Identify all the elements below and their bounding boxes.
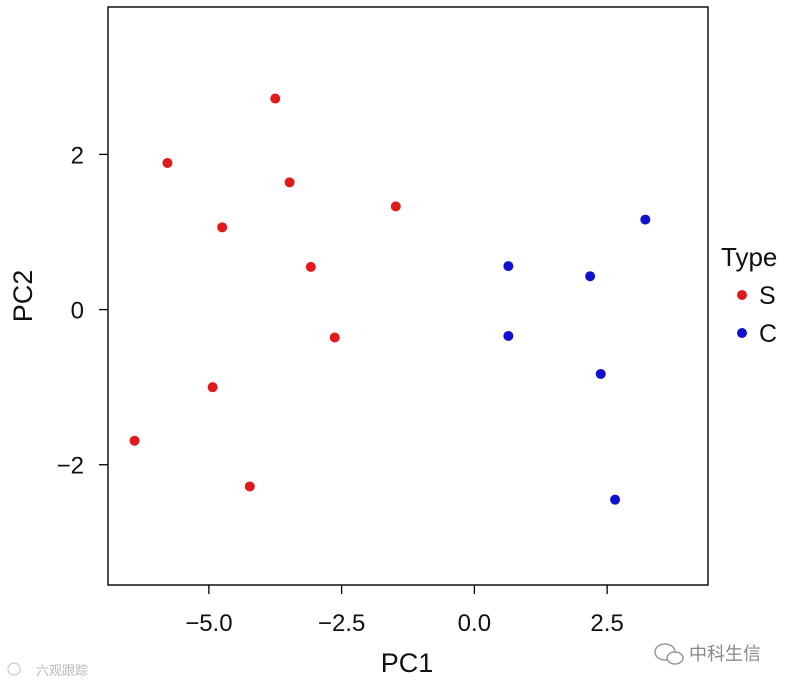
data-point-s [162, 157, 173, 168]
watermark-left: 六观跟踪 [7, 662, 88, 679]
x-axis-title: PC1 [381, 648, 434, 678]
data-point-s [329, 332, 340, 343]
chat-bubble-icon [654, 643, 684, 665]
legend-key-c [737, 328, 747, 338]
data-point-c [585, 271, 596, 282]
data-point-c [595, 368, 606, 379]
data-point-s [207, 382, 218, 393]
y-axis: −2 0 2 [57, 142, 108, 480]
legend: Type S C [721, 242, 777, 348]
data-point-s [129, 435, 140, 446]
data-point-s [270, 93, 281, 104]
x-tick-label: 2.5 [590, 610, 623, 637]
legend-label-c: C [759, 320, 777, 348]
data-point-c [640, 214, 651, 225]
x-axis: −5.0 −2.5 0.0 2.5 [185, 585, 624, 637]
watermark-left-text: 六观跟踪 [36, 664, 88, 679]
plot-panel-border [107, 6, 709, 586]
data-point-c [503, 330, 514, 341]
legend-title: Type [721, 242, 777, 272]
data-point-s [244, 481, 255, 492]
watermark-right-text: 中科生信 [689, 644, 761, 665]
data-point-c [610, 494, 621, 505]
legend-label-s: S [759, 282, 776, 310]
data-point-s [217, 222, 228, 233]
x-tick-label: −5.0 [185, 610, 232, 637]
watermark-right: 中科生信 [654, 643, 761, 665]
data-point-s [284, 177, 295, 188]
x-tick-label: −2.5 [318, 610, 365, 637]
data-point-s [390, 201, 401, 212]
data-point-c [503, 261, 514, 272]
x-tick-label: 0.0 [458, 610, 491, 637]
y-tick-label: 0 [71, 298, 84, 325]
y-tick-label: 2 [71, 142, 84, 169]
y-axis-title: PC2 [8, 270, 38, 323]
data-points [129, 93, 651, 505]
logo-icon [7, 662, 21, 676]
legend-key-s [737, 290, 747, 300]
y-tick-label: −2 [57, 453, 84, 480]
data-point-s [305, 261, 316, 272]
